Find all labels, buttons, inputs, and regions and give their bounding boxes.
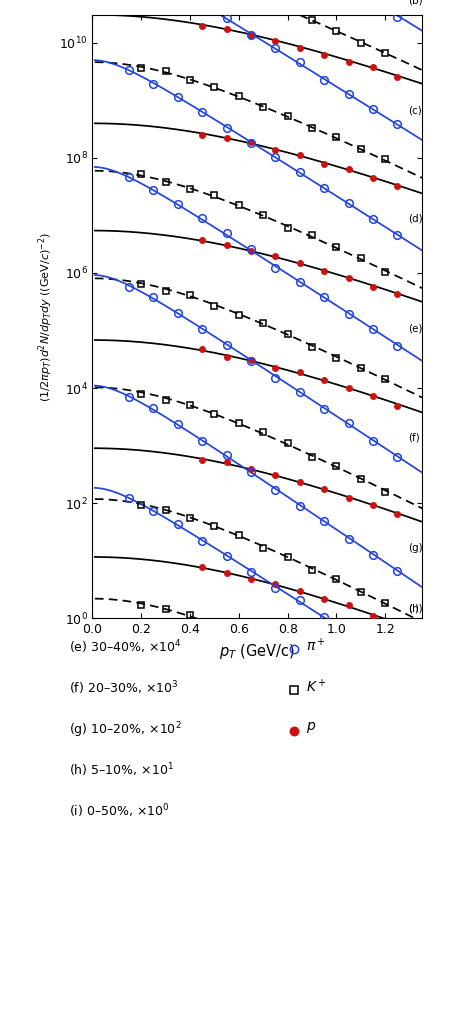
Text: (e) 30–40%, ×10$^{4}$: (e) 30–40%, ×10$^{4}$ bbox=[69, 639, 182, 656]
Text: $p$: $p$ bbox=[306, 721, 316, 735]
Text: (g): (g) bbox=[409, 543, 423, 553]
Text: (g) 10–20%, ×10$^{2}$: (g) 10–20%, ×10$^{2}$ bbox=[69, 721, 182, 740]
Text: (f): (f) bbox=[409, 432, 420, 443]
Text: (f) 20–30%, ×10$^{3}$: (f) 20–30%, ×10$^{3}$ bbox=[69, 680, 178, 697]
Text: (i) 0–50%, ×10$^{0}$: (i) 0–50%, ×10$^{0}$ bbox=[69, 802, 169, 820]
Text: $\pi^+$: $\pi^+$ bbox=[306, 638, 326, 654]
Text: (b): (b) bbox=[409, 0, 423, 5]
Text: (c): (c) bbox=[409, 105, 422, 115]
Text: (h): (h) bbox=[409, 603, 423, 613]
Text: $K^+$: $K^+$ bbox=[306, 679, 327, 695]
X-axis label: $p_{T}$ (GeV/c): $p_{T}$ (GeV/c) bbox=[219, 642, 295, 661]
Text: (d): (d) bbox=[409, 214, 423, 223]
Text: (h) 5–10%, ×10$^{1}$: (h) 5–10%, ×10$^{1}$ bbox=[69, 761, 173, 779]
Text: (e): (e) bbox=[409, 324, 423, 333]
Text: (i): (i) bbox=[409, 603, 419, 613]
Y-axis label: $(1/2\pi p_T)d^2N/dp_Tdy$ $((\mathrm{GeV}/c)^{-2})$: $(1/2\pi p_T)d^2N/dp_Tdy$ $((\mathrm{GeV… bbox=[36, 232, 55, 402]
